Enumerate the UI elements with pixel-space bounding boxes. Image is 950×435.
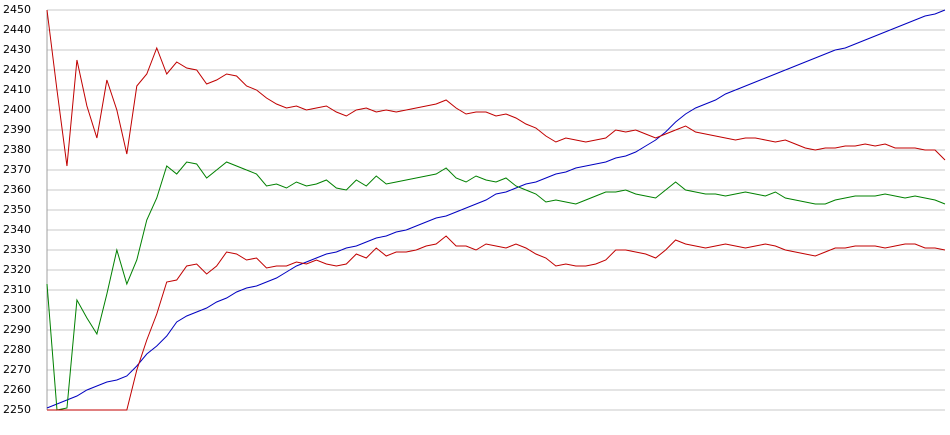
- series-line: [46, 161, 946, 411]
- y-tick-label: 2330: [3, 243, 31, 256]
- series-line: [46, 9, 946, 409]
- y-tick-label: 2420: [3, 63, 31, 76]
- y-tick-label: 2370: [3, 163, 31, 176]
- y-tick-label: 2280: [3, 343, 31, 356]
- y-tick-label: 2400: [3, 103, 31, 116]
- y-tick-label: 2300: [3, 303, 31, 316]
- y-tick-label: 2450: [3, 3, 31, 16]
- y-tick-label: 2290: [3, 323, 31, 336]
- y-tick-label: 2250: [3, 403, 31, 416]
- series-line: [47, 235, 946, 411]
- series-line: [46, 9, 946, 167]
- y-tick-label: 2310: [3, 283, 31, 296]
- y-tick-label: 2260: [3, 383, 31, 396]
- y-tick-label: 2270: [3, 363, 31, 376]
- y-tick-label: 2320: [3, 263, 31, 276]
- y-tick-label: 2340: [3, 223, 31, 236]
- y-tick-label: 2430: [3, 43, 31, 56]
- y-tick-label: 2390: [3, 123, 31, 136]
- y-tick-label: 2350: [3, 203, 31, 216]
- y-tick-label: 2440: [3, 23, 31, 36]
- y-tick-label: 2380: [3, 143, 31, 156]
- y-tick-label: 2410: [3, 83, 31, 96]
- y-tick-label: 2360: [3, 183, 31, 196]
